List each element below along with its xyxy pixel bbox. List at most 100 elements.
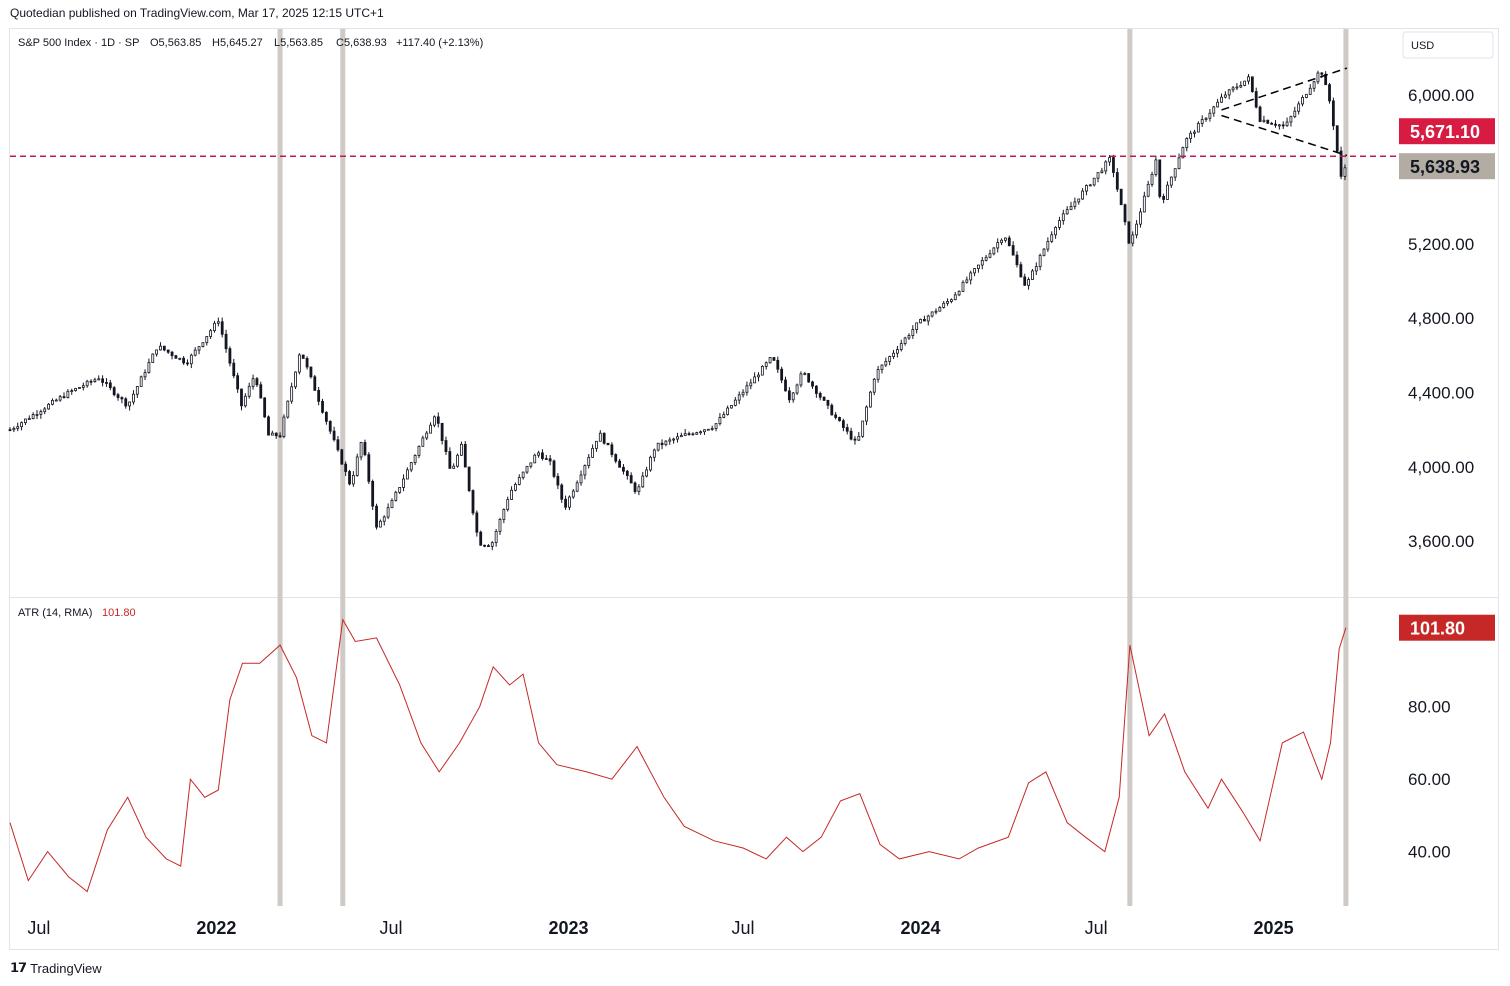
candle-body bbox=[251, 378, 255, 387]
atr-tick-label: 80.00 bbox=[1408, 698, 1451, 717]
candle-body bbox=[996, 242, 1000, 249]
candle-body bbox=[552, 460, 556, 477]
candle-body bbox=[189, 354, 193, 365]
candle-body bbox=[1065, 209, 1069, 215]
candle-body bbox=[1227, 89, 1231, 96]
candle-body bbox=[1324, 73, 1328, 86]
candle-body bbox=[506, 499, 510, 510]
candle-body bbox=[139, 376, 143, 387]
candle-body bbox=[413, 455, 417, 464]
footer-brand[interactable]: 𝟭𝟳 TradingView bbox=[10, 960, 102, 976]
candle-body bbox=[236, 375, 240, 390]
candle-body bbox=[348, 471, 351, 485]
candle-body bbox=[953, 294, 957, 301]
candle-body bbox=[1119, 188, 1123, 206]
legend-layer: S&P 500 Index · 1D · SP O5,563.85 H5,645.2… bbox=[18, 37, 483, 619]
candle-body bbox=[1293, 110, 1297, 118]
candle-body bbox=[1123, 204, 1127, 223]
candle-body bbox=[1096, 172, 1100, 179]
candle-body bbox=[1162, 196, 1166, 200]
candle-body bbox=[39, 411, 43, 415]
candle-body bbox=[286, 400, 290, 418]
candle-body bbox=[405, 469, 409, 480]
atr-series-layer bbox=[9, 618, 1347, 893]
candle-body bbox=[1312, 81, 1316, 89]
candle-body bbox=[1004, 237, 1007, 241]
candle-body bbox=[923, 318, 926, 322]
candle-body bbox=[583, 465, 587, 476]
candle-body bbox=[255, 378, 259, 386]
candle-body bbox=[309, 366, 313, 378]
axes-layer: 3,600.00 4,000.00 4,400.00 4,800.00 5,200.00… bbox=[27, 31, 1495, 938]
time-tick-label: 2025 bbox=[1254, 918, 1294, 938]
candle-body bbox=[799, 373, 803, 386]
candle-body bbox=[382, 516, 386, 522]
candle-body bbox=[768, 357, 772, 364]
candle-body bbox=[977, 264, 980, 269]
candle-body bbox=[340, 449, 344, 465]
candle-body bbox=[1131, 234, 1135, 244]
candle-body bbox=[637, 486, 641, 492]
candle-body bbox=[1088, 184, 1092, 187]
vertical-marker bbox=[277, 29, 283, 906]
candle-body bbox=[375, 505, 378, 528]
time-tick-label: 2023 bbox=[548, 918, 588, 938]
legend-open: O5,563.85 bbox=[150, 37, 201, 49]
candle-body bbox=[633, 482, 637, 492]
candle-body bbox=[957, 290, 961, 296]
candle-body bbox=[263, 397, 267, 418]
candle-body bbox=[857, 435, 861, 441]
candle-body bbox=[1223, 94, 1227, 98]
candle-body bbox=[687, 433, 691, 436]
candle-body bbox=[915, 322, 919, 330]
candle-body bbox=[1054, 227, 1057, 236]
candle-body bbox=[548, 458, 552, 462]
candle-body bbox=[1250, 76, 1254, 92]
candle-body bbox=[537, 452, 540, 456]
candle-body bbox=[54, 399, 58, 402]
candle-body bbox=[818, 393, 822, 398]
candle-body bbox=[791, 392, 795, 401]
candle-body bbox=[703, 429, 706, 433]
candle-body bbox=[517, 477, 521, 485]
footer-brand-label: TradingView bbox=[30, 960, 102, 976]
candle-body bbox=[159, 345, 162, 351]
candle-body bbox=[622, 466, 625, 472]
candle-body bbox=[220, 321, 224, 335]
candle-body bbox=[529, 462, 533, 467]
candle-body bbox=[1073, 201, 1077, 207]
candle-body bbox=[297, 354, 301, 373]
trendlines[interactable] bbox=[1221, 67, 1348, 157]
candle-body bbox=[12, 427, 16, 431]
candle-body bbox=[737, 394, 741, 401]
candle-body bbox=[1297, 103, 1301, 112]
candle-body bbox=[502, 509, 506, 520]
candle-body bbox=[706, 428, 710, 431]
candle-body bbox=[1085, 185, 1088, 192]
time-tick-label: 2022 bbox=[196, 918, 236, 938]
candle-body bbox=[448, 451, 452, 469]
price-tick-label: 3,600.00 bbox=[1408, 532, 1474, 551]
last-price-label: 5,638.93 bbox=[1410, 157, 1480, 177]
candle-body bbox=[1092, 177, 1096, 186]
candle-body bbox=[43, 408, 47, 413]
candle-body bbox=[1166, 184, 1169, 200]
candle-body bbox=[679, 435, 683, 438]
candle-body bbox=[78, 387, 81, 389]
candle-body bbox=[1058, 220, 1061, 228]
candle-body bbox=[892, 352, 895, 357]
candle-body bbox=[544, 458, 548, 460]
candle-body bbox=[1231, 87, 1235, 91]
vertical-marker bbox=[1127, 29, 1133, 906]
legend-close: C5,638.93 bbox=[336, 37, 387, 49]
candle-body bbox=[93, 379, 97, 382]
candle-body bbox=[440, 422, 444, 441]
atr-legend-title: ATR (14, RMA) bbox=[18, 607, 92, 619]
candle-body bbox=[760, 366, 764, 376]
candle-body bbox=[598, 432, 602, 442]
candle-body bbox=[31, 414, 35, 419]
candle-body bbox=[841, 420, 845, 428]
candle-body bbox=[444, 440, 448, 452]
candle-body bbox=[672, 438, 676, 441]
